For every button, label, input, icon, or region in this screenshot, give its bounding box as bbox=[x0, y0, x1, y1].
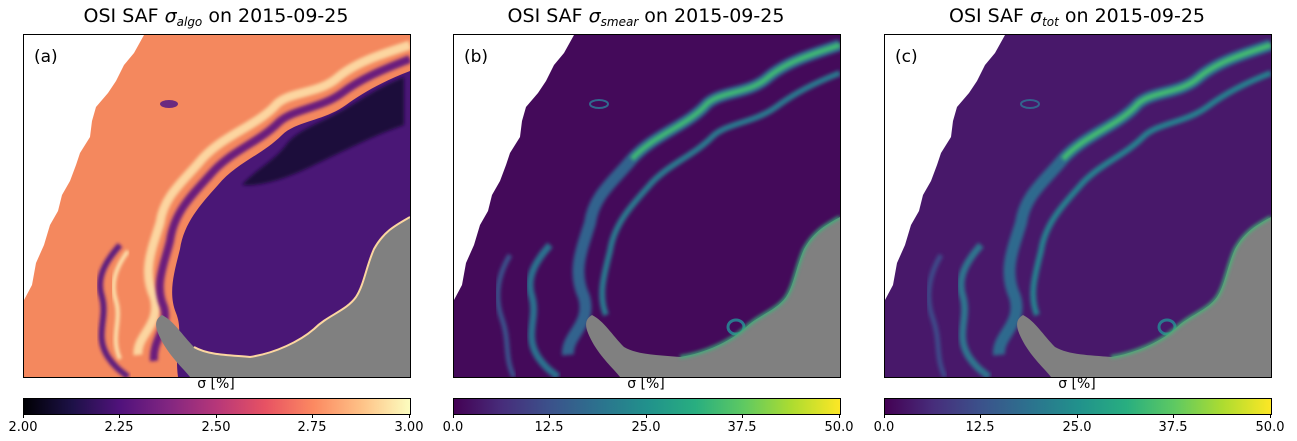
map-svg bbox=[454, 35, 840, 377]
land bbox=[1017, 217, 1271, 377]
tick-mark bbox=[216, 414, 217, 418]
ice-patch bbox=[160, 100, 178, 108]
total-band-peak bbox=[1061, 42, 1271, 161]
colorbar-gradient bbox=[24, 399, 410, 414]
tick-label: 2.50 bbox=[201, 420, 231, 435]
total-band-west-2 bbox=[926, 253, 948, 377]
sea-ice-map: (c) bbox=[884, 34, 1272, 378]
smear-band-west bbox=[526, 242, 561, 377]
panel-label: (a) bbox=[34, 47, 58, 67]
colorbar-gradient bbox=[454, 399, 840, 414]
tick-label: 3.00 bbox=[394, 420, 424, 435]
colorbar bbox=[453, 398, 841, 415]
title-prefix: OSI SAF bbox=[507, 5, 589, 27]
colorbar-label: σ [%] bbox=[1058, 376, 1096, 392]
panel-c: OSI SAF σtot on 2015-09-25 (c) σ [%] bbox=[874, 0, 1285, 441]
coast-edge bbox=[193, 216, 410, 359]
panel-label: (b) bbox=[464, 47, 489, 67]
colorbar bbox=[884, 398, 1272, 415]
pack-ice-dark bbox=[242, 77, 404, 186]
tick-label: 2.25 bbox=[104, 420, 134, 435]
tick-mark bbox=[742, 414, 743, 418]
title-suffix: on 2015-09-25 bbox=[1058, 5, 1206, 27]
tick-label: 37.5 bbox=[727, 420, 757, 435]
smear-band-inner bbox=[599, 70, 840, 317]
total-band-inner bbox=[1030, 70, 1271, 317]
tick-label: 2.75 bbox=[297, 420, 327, 435]
ice-patch bbox=[589, 99, 609, 109]
panel-title: OSI SAF σtot on 2015-09-25 bbox=[877, 5, 1277, 29]
title-symbol: σ bbox=[164, 5, 177, 27]
tick-label: 0.0 bbox=[442, 420, 464, 435]
pack-ice bbox=[172, 71, 410, 377]
tick-mark bbox=[119, 414, 120, 418]
land bbox=[156, 217, 410, 377]
outer-band bbox=[97, 243, 131, 377]
tick-mark bbox=[980, 414, 981, 418]
tick-mark bbox=[549, 414, 550, 418]
map-svg bbox=[885, 35, 1271, 377]
ice-edge-band-dark bbox=[149, 55, 410, 362]
panel-title: OSI SAF σsmear on 2015-09-25 bbox=[446, 5, 846, 29]
panel-b: OSI SAF σsmear on 2015-09-25 (b) σ [%] bbox=[443, 0, 854, 441]
tick-mark bbox=[1077, 414, 1078, 418]
sea-ice-map: (a) bbox=[23, 34, 411, 378]
sea-ice-map: (b) bbox=[453, 34, 841, 378]
tick-mark bbox=[23, 414, 24, 418]
tick-mark bbox=[1173, 414, 1174, 418]
tick-label: 0.0 bbox=[873, 420, 895, 435]
panel-title: OSI SAF σalgo on 2015-09-25 bbox=[16, 5, 416, 29]
colorbar-ticks: 0.0 12.5 25.0 37.5 50.0 bbox=[874, 414, 1284, 440]
panel-a: OSI SAF σalgo on 2015-09-25 (a) bbox=[9, 0, 424, 441]
tick-mark bbox=[453, 414, 454, 418]
title-subscript: algo bbox=[176, 15, 203, 29]
total-band-west bbox=[957, 242, 992, 377]
title-symbol: σ bbox=[1030, 5, 1043, 27]
tick-mark bbox=[839, 414, 840, 418]
tick-mark bbox=[409, 414, 410, 418]
tick-mark bbox=[1270, 414, 1271, 418]
smear-band-west-2 bbox=[495, 253, 517, 377]
title-prefix: OSI SAF bbox=[83, 5, 165, 27]
title-suffix: on 2015-09-25 bbox=[638, 5, 785, 27]
tick-label: 50.0 bbox=[1255, 420, 1285, 435]
tick-label: 25.0 bbox=[1062, 420, 1092, 435]
tick-label: 12.5 bbox=[534, 420, 564, 435]
colorbar-label: σ [%] bbox=[197, 376, 235, 392]
colorbar-ticks: 2.00 2.25 2.50 2.75 3.00 bbox=[9, 414, 423, 440]
land bbox=[586, 217, 840, 377]
ice-patch bbox=[1020, 99, 1040, 109]
title-prefix: OSI SAF bbox=[948, 5, 1031, 27]
tick-mark bbox=[646, 414, 647, 418]
panel-label: (c) bbox=[895, 47, 918, 67]
map-svg bbox=[24, 35, 410, 377]
title-suffix: on 2015-09-25 bbox=[202, 5, 349, 27]
ice-edge-band bbox=[133, 40, 410, 356]
title-subscript: smear bbox=[600, 15, 639, 29]
colorbar-gradient bbox=[885, 399, 1271, 414]
coast-edge bbox=[1110, 215, 1271, 359]
colorbar-ticks: 0.0 12.5 25.0 37.5 50.0 bbox=[443, 414, 853, 440]
tick-mark bbox=[312, 414, 313, 418]
outer-band-bright bbox=[111, 249, 130, 360]
smear-band-peak bbox=[630, 42, 840, 161]
title-symbol: σ bbox=[588, 5, 601, 27]
coast-edge bbox=[679, 215, 840, 359]
colorbar bbox=[23, 398, 411, 415]
tick-label: 37.5 bbox=[1158, 420, 1188, 435]
tick-label: 25.0 bbox=[631, 420, 661, 435]
title-subscript: tot bbox=[1042, 15, 1059, 29]
tick-label: 2.00 bbox=[8, 420, 38, 435]
tick-label: 50.0 bbox=[824, 420, 854, 435]
tick-mark bbox=[884, 414, 885, 418]
colorbar-label: σ [%] bbox=[627, 376, 665, 392]
tick-label: 12.5 bbox=[965, 420, 995, 435]
